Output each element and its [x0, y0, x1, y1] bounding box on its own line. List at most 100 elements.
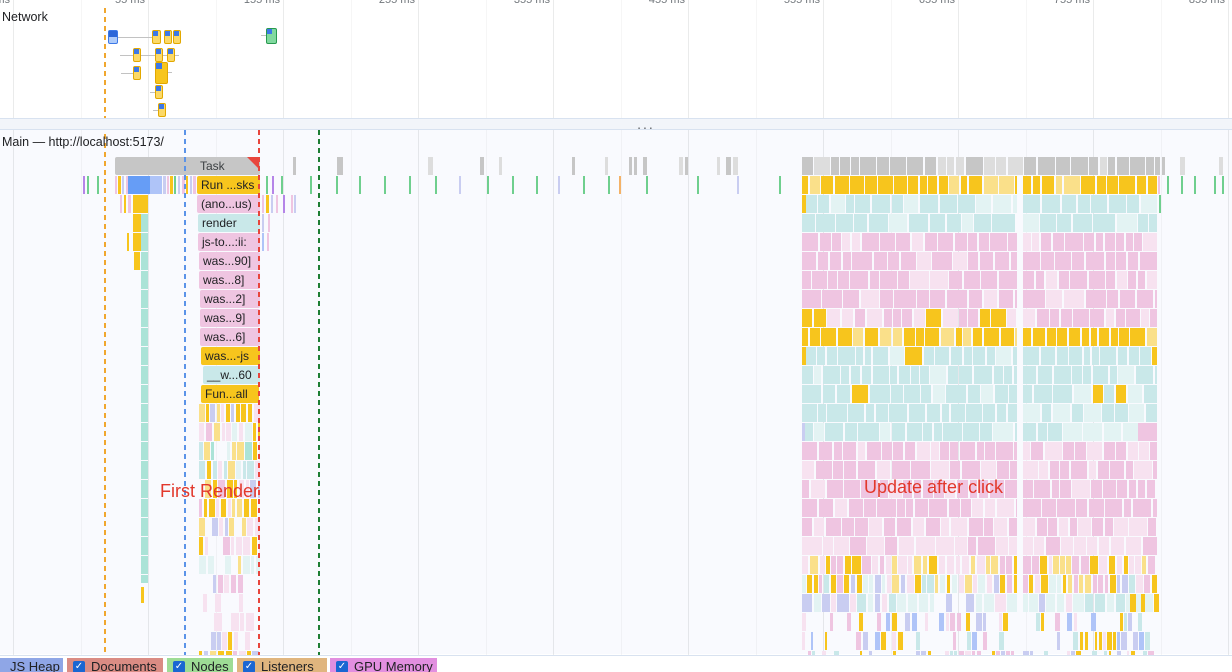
flame-segment[interactable] — [931, 442, 939, 460]
flame-segment[interactable] — [923, 423, 933, 441]
flame-segment[interactable] — [973, 575, 977, 593]
flame-segment[interactable] — [966, 404, 982, 422]
flame-segment[interactable] — [253, 404, 260, 422]
flame-segment[interactable] — [247, 461, 254, 479]
flame-segment[interactable] — [1150, 309, 1157, 327]
flame-segment[interactable] — [1122, 423, 1139, 441]
flame-segment[interactable] — [890, 157, 906, 175]
flame-segment[interactable] — [956, 613, 962, 631]
flame-segment[interactable] — [950, 404, 965, 422]
flame-segment[interactable] — [962, 214, 973, 232]
flame-segment[interactable] — [218, 480, 226, 498]
flame-segment[interactable] — [1110, 328, 1118, 346]
flame-segment[interactable] — [983, 290, 998, 308]
flame-segment[interactable] — [221, 423, 225, 441]
flame-sliver[interactable] — [141, 537, 148, 555]
flame-segment[interactable] — [851, 233, 861, 251]
flame-segment[interactable] — [1071, 404, 1083, 422]
flame-bar-was-2-[interactable]: was...2] — [200, 290, 260, 308]
flame-segment[interactable] — [253, 442, 258, 460]
flame-segment[interactable] — [1037, 366, 1053, 384]
flame-segment[interactable] — [882, 575, 886, 593]
flame-segment[interactable] — [1106, 594, 1115, 612]
flame-segment[interactable] — [1030, 651, 1034, 655]
flame-segment[interactable] — [237, 442, 244, 460]
flame-segment[interactable] — [891, 613, 897, 631]
flame-sliver[interactable] — [141, 328, 148, 346]
flame-segment[interactable] — [885, 537, 898, 555]
flame-segment[interactable] — [1068, 328, 1081, 346]
flame-segment[interactable] — [1045, 537, 1060, 555]
network-request-bar[interactable] — [173, 30, 181, 44]
flame-segment[interactable] — [206, 461, 212, 479]
flame-segment[interactable] — [869, 385, 890, 403]
flame-segment[interactable] — [1032, 233, 1039, 251]
flame-segment[interactable] — [1149, 214, 1157, 232]
flame-segment[interactable] — [818, 404, 826, 422]
flame-segment[interactable] — [877, 499, 896, 517]
flame-segment[interactable] — [913, 556, 922, 574]
flame-segment[interactable] — [1048, 518, 1058, 536]
flame-sliver[interactable] — [1222, 176, 1224, 194]
flame-segment[interactable] — [231, 442, 236, 460]
flame-segment[interactable] — [1053, 385, 1073, 403]
flame-segment[interactable] — [1015, 328, 1017, 346]
flame-segment[interactable] — [1023, 651, 1029, 655]
flame-bar-run-sks[interactable]: Run ...sks — [197, 176, 260, 194]
flame-segment[interactable] — [903, 328, 915, 346]
flame-segment[interactable] — [250, 480, 257, 498]
flame-segment[interactable] — [1128, 271, 1137, 289]
flame-sliver[interactable] — [141, 575, 148, 583]
flame-segment[interactable] — [872, 347, 889, 365]
flame-segment[interactable] — [837, 328, 852, 346]
flame-segment[interactable] — [897, 594, 907, 612]
flame-segment[interactable] — [238, 423, 244, 441]
flame-segment[interactable] — [1023, 214, 1039, 232]
flame-segment[interactable] — [813, 594, 821, 612]
flame-segment[interactable] — [1007, 309, 1017, 327]
flame-segment[interactable] — [927, 575, 934, 593]
flame-segment[interactable] — [1119, 176, 1136, 194]
flame-segment[interactable] — [894, 176, 907, 194]
flame-sliver[interactable] — [134, 252, 140, 270]
flame-segment[interactable] — [1055, 176, 1063, 194]
flame-segment[interactable] — [842, 252, 851, 270]
flame-segment[interactable] — [252, 651, 259, 655]
flame-segment[interactable] — [1023, 176, 1032, 194]
flame-segment[interactable] — [817, 347, 826, 365]
flame-segment[interactable] — [1071, 651, 1075, 655]
flame-segment[interactable] — [986, 575, 993, 593]
flame-segment[interactable] — [990, 233, 1007, 251]
flame-segment[interactable] — [210, 404, 216, 422]
flame-segment[interactable] — [1066, 651, 1070, 655]
flame-segment[interactable] — [994, 385, 1008, 403]
flame-segment[interactable] — [251, 556, 255, 574]
flame-segment[interactable] — [1060, 480, 1071, 498]
flame-sliver[interactable] — [186, 176, 188, 194]
flame-segment[interactable] — [1116, 157, 1129, 175]
flame-segment[interactable] — [852, 252, 873, 270]
flame-segment[interactable] — [1080, 556, 1089, 574]
flame-segment[interactable] — [1042, 499, 1056, 517]
flame-segment[interactable] — [1117, 575, 1121, 593]
flame-sliver[interactable] — [1138, 423, 1157, 441]
flame-segment[interactable] — [963, 347, 972, 365]
flame-segment[interactable] — [853, 328, 864, 346]
flame-segment[interactable] — [1032, 176, 1041, 194]
flame-segment[interactable] — [919, 176, 927, 194]
flame-segment[interactable] — [872, 366, 889, 384]
flame-segment[interactable] — [878, 176, 893, 194]
flame-segment[interactable] — [205, 480, 212, 498]
flame-segment[interactable] — [872, 556, 879, 574]
flame-segment[interactable] — [978, 575, 986, 593]
flame-segment[interactable] — [866, 442, 881, 460]
flame-segment[interactable] — [946, 214, 961, 232]
flame-segment[interactable] — [999, 271, 1017, 289]
flame-segment[interactable] — [998, 290, 1014, 308]
flame-segment[interactable] — [633, 157, 637, 175]
flame-segment[interactable] — [1070, 271, 1088, 289]
flame-segment[interactable] — [874, 575, 881, 593]
flame-segment[interactable] — [1088, 461, 1097, 479]
flame-segment[interactable] — [1014, 290, 1017, 308]
flame-sliver[interactable] — [87, 176, 89, 194]
